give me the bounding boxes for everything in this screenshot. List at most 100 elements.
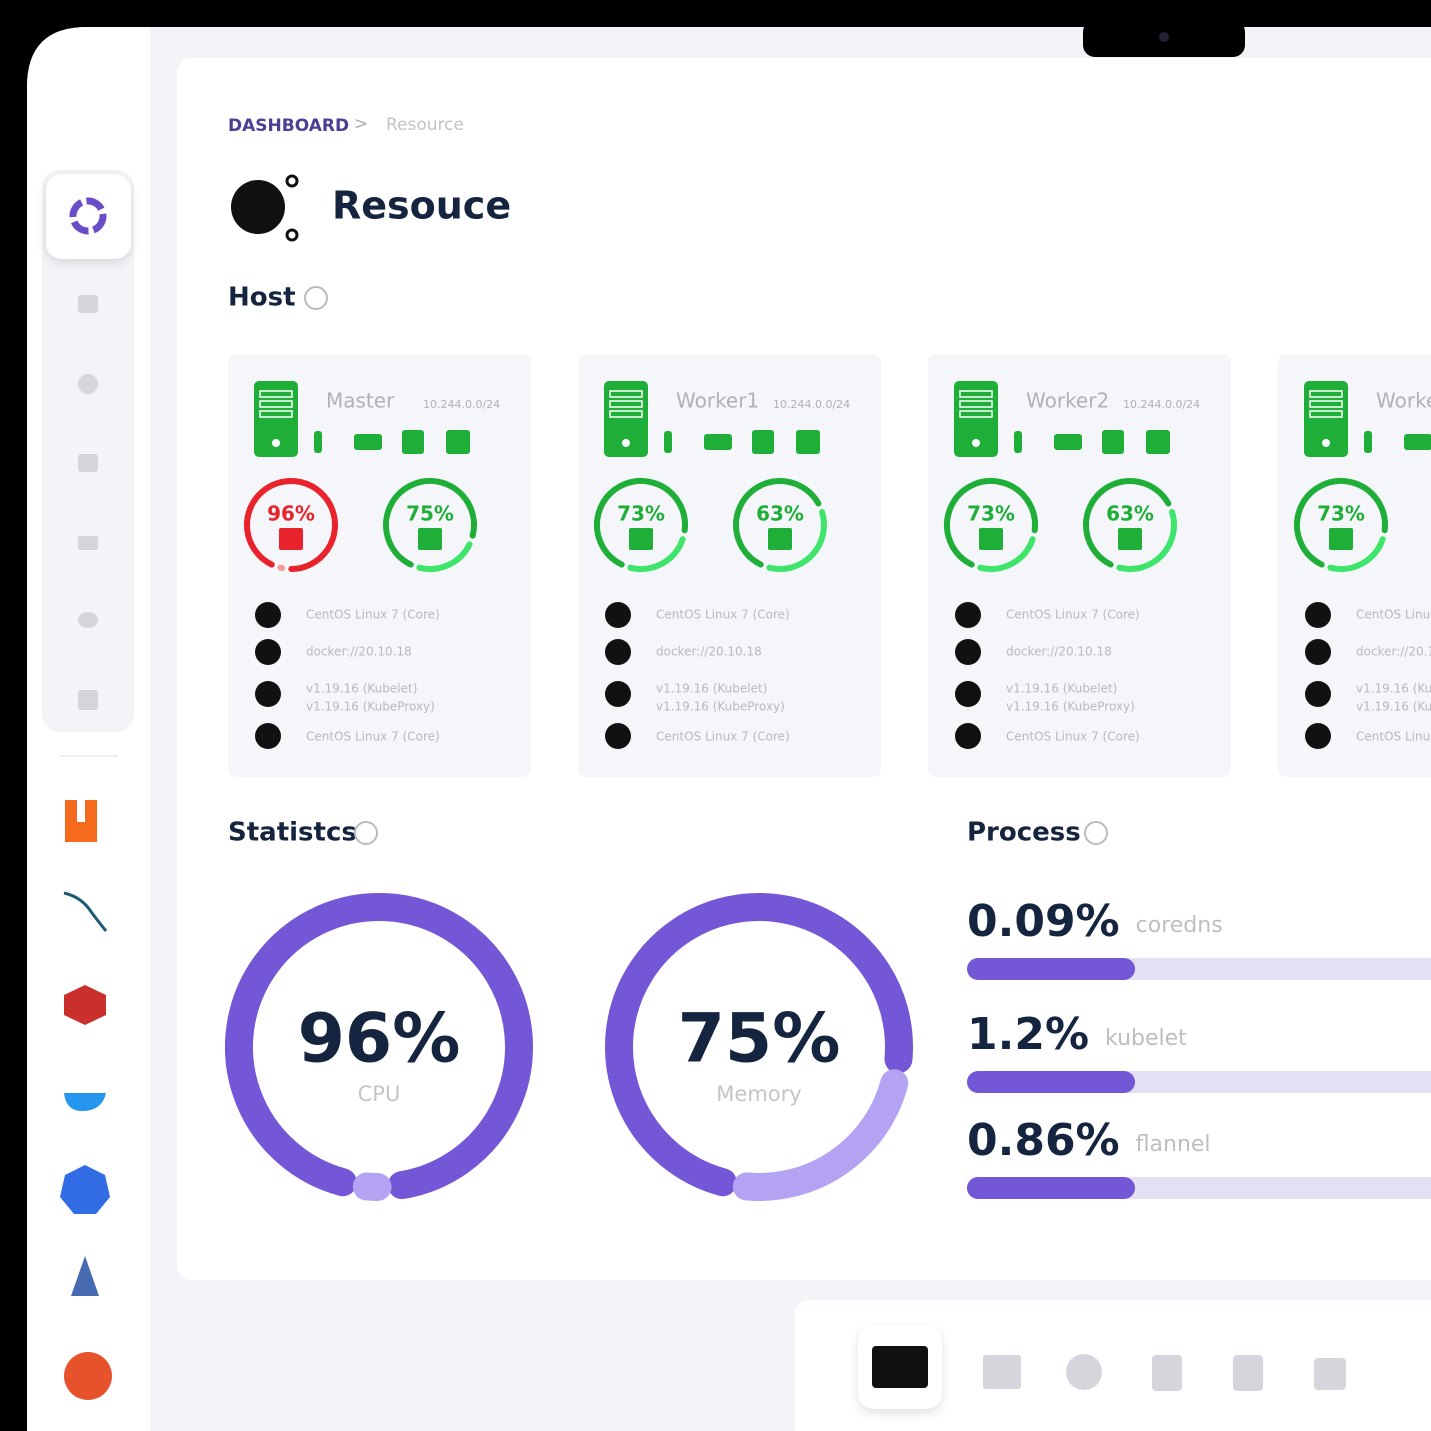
gauge-rest: [352, 1172, 392, 1201]
gauge-label: 73%: [617, 502, 665, 526]
process-percent: 0.86%: [967, 1115, 1120, 1166]
docker-icon[interactable]: [64, 1093, 106, 1111]
rabbitmq-icon[interactable]: [65, 800, 97, 842]
dynamic-content: Master 10.244.0.0/24 96% 75% CentOS Linux 7 …: [225, 354, 1431, 1201]
server-icon: [604, 381, 648, 457]
host-info: docker://20.10.18: [656, 645, 762, 659]
gauge-icon: [418, 528, 442, 550]
host-info: CentOS Linu: [1356, 730, 1430, 744]
tab-icon[interactable]: [1233, 1355, 1263, 1391]
page-icon-dot: [285, 174, 299, 188]
gauge-rest: [732, 1069, 909, 1201]
server-slot: [609, 390, 643, 398]
kubernetes-icon[interactable]: [60, 1165, 110, 1214]
resource-icon: [446, 430, 470, 454]
sidebar-active[interactable]: [46, 174, 131, 259]
gauge-arc: [1294, 478, 1388, 568]
gauge-rest: [1327, 536, 1386, 572]
process-percent: 0.09%: [967, 896, 1120, 947]
section-title: Process: [967, 818, 1081, 848]
mysql-icon[interactable]: [63, 891, 108, 932]
gauge-icon: [629, 528, 653, 550]
host-info: v1.19.16 (Kube: [1356, 682, 1431, 696]
host-name: Master: [326, 389, 395, 413]
info-icon[interactable]: [304, 286, 328, 310]
resource-icon: [354, 434, 382, 450]
tab-icon[interactable]: [983, 1355, 1021, 1389]
nav-icon[interactable]: [78, 690, 98, 710]
server-slot: [1309, 390, 1343, 398]
app-icons: [60, 800, 112, 1400]
gauge-label: 75%: [406, 502, 454, 526]
info-row-icon: [255, 602, 281, 628]
info-icon[interactable]: [354, 821, 378, 845]
info-icon[interactable]: [1084, 821, 1108, 845]
process-fill: [967, 1177, 1135, 1199]
host-info: docker://20.1: [1356, 645, 1431, 659]
gauge-label: 63%: [1106, 502, 1154, 526]
resource-icon: [1014, 431, 1022, 453]
host-info: v1.19.16 (Kube: [1356, 700, 1431, 714]
gauge-rest: [977, 536, 1036, 572]
host-card[interactable]: [928, 354, 1231, 777]
breadcrumb-current: Resource: [386, 115, 464, 135]
host-name: Worker2: [1026, 389, 1109, 413]
info-row-icon: [955, 681, 981, 707]
gauge-arc: [605, 893, 913, 1197]
resource-icon: [1364, 431, 1372, 453]
process-fill: [967, 1071, 1135, 1093]
tab-icon[interactable]: [872, 1346, 928, 1388]
tab-icon[interactable]: [1066, 1354, 1102, 1390]
nav-icon[interactable]: [78, 454, 98, 472]
server-power: [272, 439, 280, 447]
redis-icon[interactable]: [64, 985, 106, 1025]
istio-icon[interactable]: [71, 1256, 99, 1296]
prometheus-icon[interactable]: [64, 1352, 112, 1400]
server-slot: [609, 400, 643, 408]
host-name: Worker1: [676, 389, 759, 413]
server-icon: [254, 381, 298, 457]
info-row-icon: [955, 723, 981, 749]
server-slot: [259, 390, 293, 398]
resource-icon: [1054, 434, 1082, 450]
gauge-icon: [279, 528, 303, 550]
host-card[interactable]: [578, 354, 881, 777]
nav-icon[interactable]: [78, 295, 98, 313]
gauge-arc: [383, 478, 477, 568]
host-info: CentOS Linux 7 (Core): [306, 730, 440, 744]
page-icon: [231, 180, 285, 234]
server-slot: [959, 390, 993, 398]
host-card[interactable]: [228, 354, 531, 777]
gauge-icon: [979, 528, 1003, 550]
gauge-value: 96%: [298, 1000, 461, 1079]
breadcrumb-root[interactable]: DASHBOARD: [228, 116, 349, 136]
host-subnet: 10.244.0.0/24: [1123, 398, 1200, 411]
resource-icon: [1404, 434, 1431, 450]
nav-icon[interactable]: [78, 536, 98, 550]
resource-icon: [1146, 430, 1170, 454]
host-card[interactable]: [1278, 354, 1431, 777]
resource-icon: [752, 430, 774, 454]
gauge-arc: [1083, 478, 1172, 568]
gauge-label: 63%: [756, 502, 804, 526]
process-name: flannel: [1136, 1132, 1211, 1157]
info-row-icon: [605, 602, 631, 628]
gauge-icon: [1118, 528, 1142, 550]
server-icon: [954, 381, 998, 457]
tab-icon[interactable]: [1314, 1358, 1346, 1390]
host-info: v1.19.16 (Kubelet): [656, 682, 767, 696]
section-title: Host: [228, 283, 296, 313]
nav-icon[interactable]: [78, 612, 98, 628]
host-info: CentOS Linux 7 (Core): [656, 608, 790, 622]
gauge-rest: [766, 508, 827, 572]
server-slot: [259, 400, 293, 408]
host-info: CentOS Linux 7 (Core): [306, 608, 440, 622]
nav-icon[interactable]: [78, 374, 98, 394]
gauge-rest: [1116, 508, 1177, 572]
resource-icon: [402, 430, 424, 454]
gauge-label: 96%: [267, 502, 315, 526]
info-row-icon: [955, 602, 981, 628]
tab-icon[interactable]: [1152, 1355, 1182, 1391]
host-subnet: 10.244.0.0/24: [773, 398, 850, 411]
